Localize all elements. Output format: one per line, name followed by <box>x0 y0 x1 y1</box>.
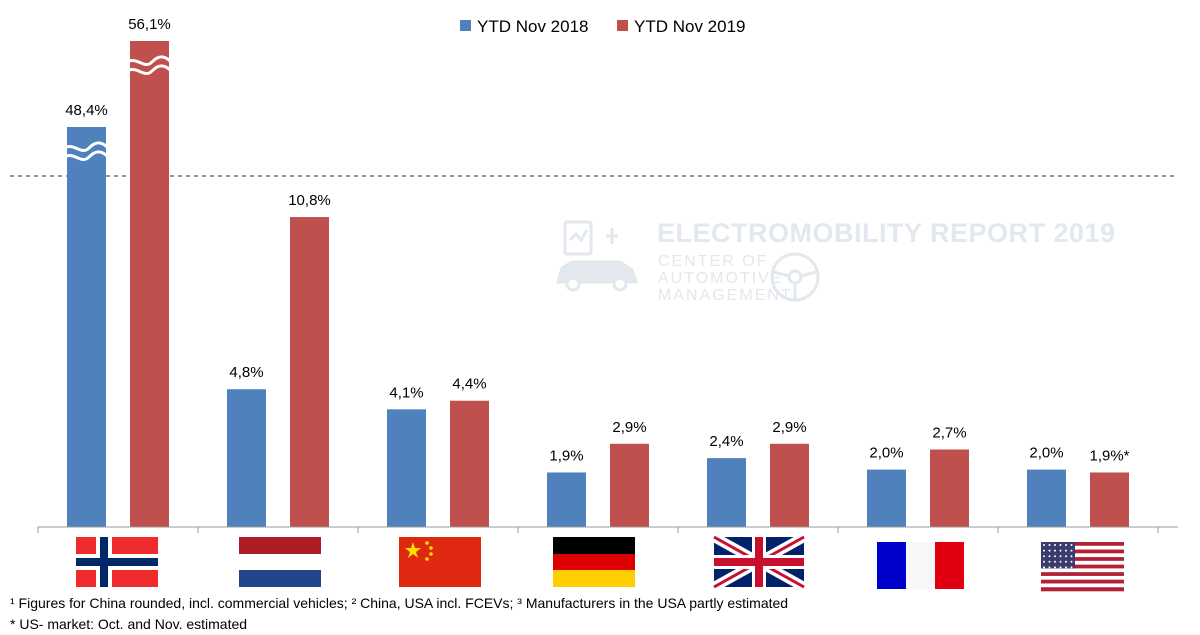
bar-china-2019 <box>450 400 489 527</box>
legend-swatch-2019 <box>617 20 628 31</box>
legend: YTD Nov 2018 YTD Nov 2019 <box>460 17 746 36</box>
value-label-norway-2019: 56,1% <box>128 16 171 33</box>
axis-break-mark <box>125 64 175 76</box>
bar-france-2019 <box>930 449 969 527</box>
bar-china-2018 <box>387 409 426 527</box>
bar-germany-2018 <box>547 472 586 527</box>
bar-netherlands-2019 <box>290 217 329 528</box>
bar-usa-2019 <box>1090 472 1129 527</box>
value-label-france-2019: 2,7% <box>932 425 966 442</box>
legend-label-2019: YTD Nov 2019 <box>634 17 746 36</box>
legend-swatch-2018 <box>460 20 471 31</box>
value-label-germany-2019: 2,9% <box>612 419 646 436</box>
bar-norway-2019 <box>130 41 169 527</box>
watermark-car-icon <box>556 220 639 292</box>
value-label-usa-2018: 2,0% <box>1029 445 1063 462</box>
x-axis-ticks <box>37 527 1159 533</box>
france-flag <box>877 542 964 589</box>
value-label-united-kingdom-2019: 2,9% <box>772 419 806 436</box>
value-label-netherlands-2018: 4,8% <box>229 364 263 381</box>
legend-label-2018: YTD Nov 2018 <box>477 17 589 36</box>
value-label-usa-2019: 1,9%* <box>1089 447 1129 464</box>
china-flag <box>399 537 481 587</box>
bars-group <box>67 41 1129 528</box>
watermark-line3: MANAGEMENT <box>658 287 793 304</box>
footnote-2: * US- market: Oct. and Nov. estimated <box>10 616 248 632</box>
bar-france-2018 <box>867 469 906 527</box>
germany-flag <box>553 537 635 587</box>
usa-flag <box>1041 542 1124 592</box>
norway-flag <box>76 537 158 587</box>
bar-norway-2018 <box>67 127 106 527</box>
bar-united-kingdom-2019 <box>770 443 809 527</box>
value-label-netherlands-2019: 10,8% <box>288 192 331 209</box>
value-label-united-kingdom-2018: 2,4% <box>709 433 743 450</box>
value-label-france-2018: 2,0% <box>869 445 903 462</box>
value-label-germany-2018: 1,9% <box>549 447 583 464</box>
steering-wheel-icon <box>770 252 820 302</box>
bar-united-kingdom-2018 <box>707 458 746 527</box>
uk-flag <box>711 532 807 592</box>
watermark-title: ELECTROMOBILITY REPORT 2019 <box>657 218 1116 248</box>
watermark: ELECTROMOBILITY REPORT 2019 CENTER OF AU… <box>556 218 1116 304</box>
axis-break-marks <box>62 55 175 162</box>
bar-germany-2019 <box>610 443 649 527</box>
netherlands-flag <box>239 537 321 587</box>
bar-netherlands-2018 <box>227 389 266 527</box>
axis-break-mark <box>62 150 112 162</box>
watermark-line2: AUTOMOTIVE <box>658 270 784 287</box>
value-label-china-2019: 4,4% <box>452 376 486 393</box>
value-label-norway-2018: 48,4% <box>65 102 108 119</box>
axis-break-mark <box>125 55 175 67</box>
value-labels-group: 48,4% 56,1% 4,8% 10,8% 4,1% 4,4% 1,9% 2,9% 2,4% 2… <box>65 16 1129 464</box>
footnote-1: ¹ Figures for China rounded, incl. comme… <box>10 595 789 611</box>
value-label-china-2018: 4,1% <box>389 384 423 401</box>
watermark-line1: CENTER OF <box>658 253 768 270</box>
bar-usa-2018 <box>1027 469 1066 527</box>
axis-break-mark <box>62 141 112 153</box>
